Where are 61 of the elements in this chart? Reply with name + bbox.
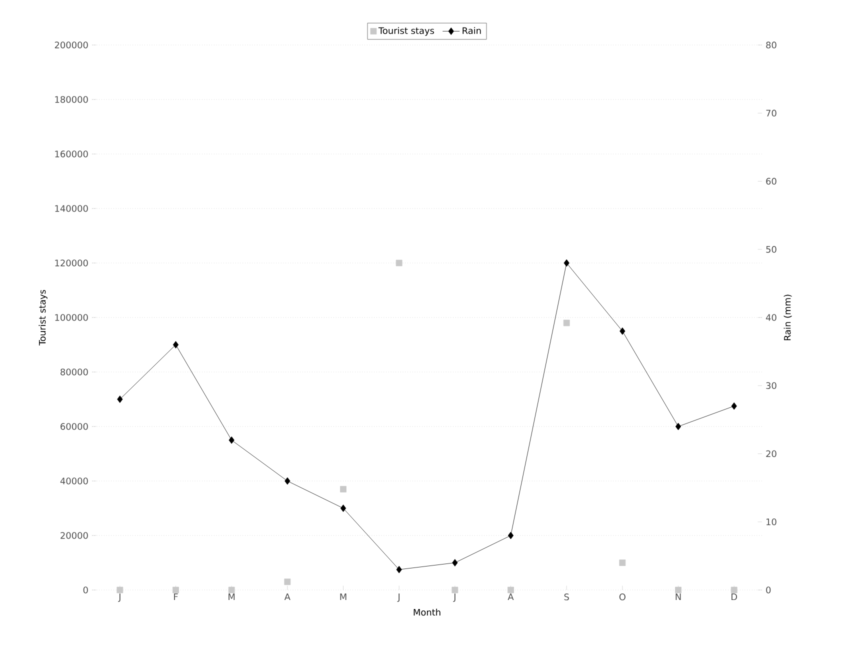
y2-tick-label: 50 — [766, 246, 776, 253]
point — [117, 396, 123, 403]
x-tick-label: D — [732, 594, 738, 600]
point — [340, 486, 346, 492]
point — [228, 586, 235, 594]
x-tick-label: S — [564, 594, 569, 600]
x-axis-title: Month — [414, 608, 440, 616]
point — [730, 586, 738, 594]
y-tick-label: 140000 — [55, 205, 88, 212]
y-tick-label: 120000 — [55, 260, 88, 266]
y-tick-label: 60000 — [60, 423, 88, 430]
y2-tick-label: 40 — [766, 314, 776, 321]
y-tick-label: 80000 — [60, 368, 88, 376]
point — [172, 586, 179, 594]
point — [563, 320, 570, 326]
y-tick-label: 40000 — [60, 478, 88, 484]
legend-label: Tourist stays — [378, 27, 434, 36]
point — [508, 532, 514, 540]
y2-tick-label: 70 — [766, 110, 776, 117]
point — [508, 586, 514, 594]
point — [452, 586, 458, 594]
y-tick-label: 20000 — [60, 532, 88, 539]
y-tick-label: 180000 — [55, 96, 88, 103]
x-tick-label: A — [508, 594, 514, 600]
x-tick-label: N — [676, 594, 681, 600]
point — [340, 504, 346, 512]
point — [172, 341, 179, 348]
y-tick-label: 200000 — [54, 42, 88, 48]
y2-tick-label: 80 — [766, 42, 776, 48]
x-tick-label: F — [174, 594, 178, 600]
y-tick-label: 100000 — [55, 314, 88, 321]
point — [116, 586, 124, 594]
y2-tick-label: 0 — [766, 586, 771, 594]
y2-axis-title: Rain (mm) — [784, 294, 792, 340]
y-tick-label: 160000 — [55, 150, 88, 158]
point — [228, 436, 234, 444]
point — [564, 259, 570, 267]
x-tick-label: A — [284, 594, 290, 600]
y2-tick-label: 10 — [766, 518, 776, 526]
point — [284, 477, 290, 485]
point — [452, 559, 458, 566]
point — [396, 260, 402, 266]
y2-tick-label: 20 — [766, 450, 776, 458]
point — [675, 586, 682, 594]
x-tick-label: J — [453, 594, 456, 602]
point — [620, 327, 626, 335]
x-tick-label: J — [397, 594, 400, 602]
point — [619, 560, 626, 566]
x-tick-label: M — [228, 594, 235, 600]
legend-label: Rain — [462, 27, 481, 34]
x-tick-label: O — [619, 594, 626, 600]
x-tick-label: M — [340, 594, 346, 600]
y2-tick-label: 30 — [766, 382, 776, 390]
y-axis-title: Tourist stays — [38, 290, 48, 346]
point — [731, 402, 737, 410]
y2-tick-label: 60 — [766, 178, 776, 185]
point — [284, 578, 291, 586]
x-tick-label: J — [118, 594, 120, 602]
point — [675, 422, 682, 430]
y-tick-label: 0 — [83, 586, 88, 594]
point — [396, 566, 402, 574]
